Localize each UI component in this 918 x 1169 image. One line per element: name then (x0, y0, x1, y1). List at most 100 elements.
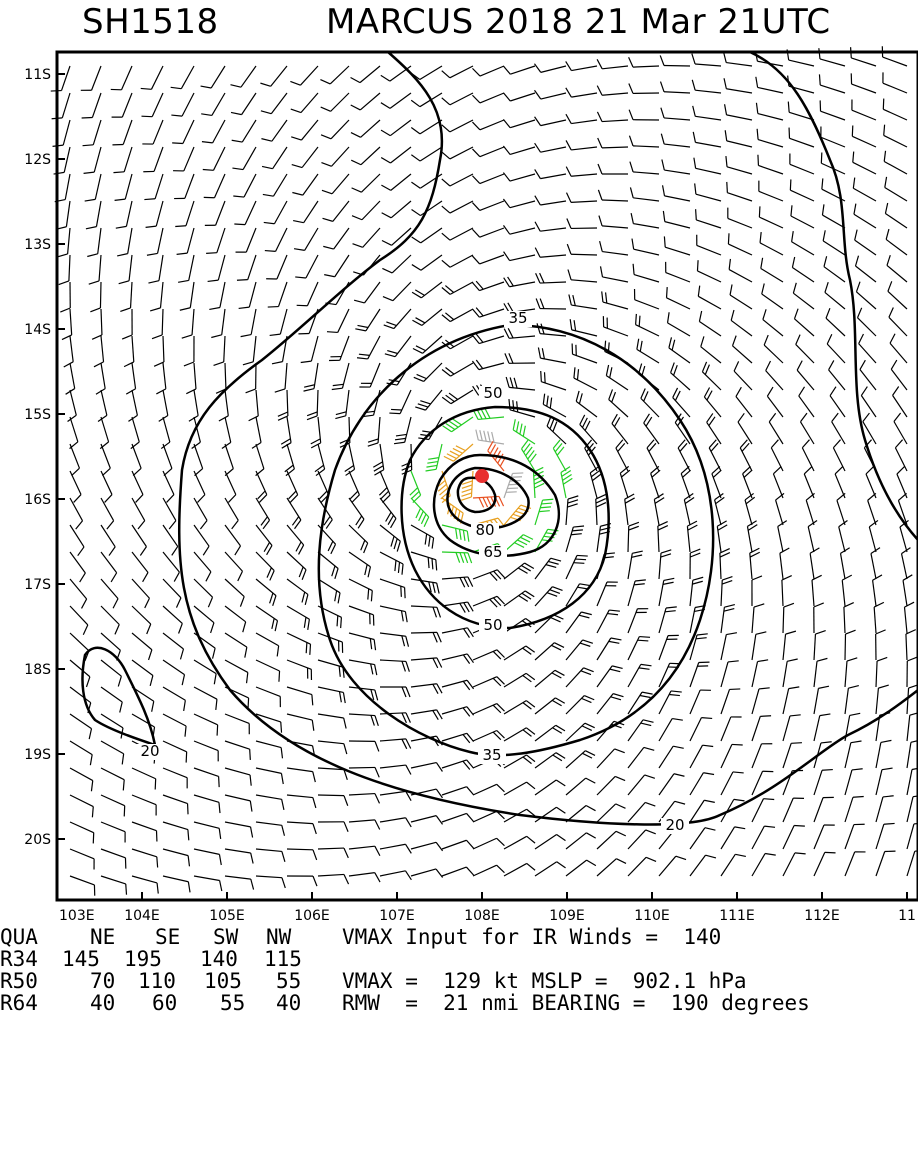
wind-barb (304, 363, 318, 391)
barb-feather (663, 582, 674, 584)
wind-barb (543, 394, 566, 417)
wind-barb (159, 390, 168, 421)
barb-feather (291, 137, 301, 140)
wind-barb (442, 390, 473, 404)
wind-barb (287, 687, 313, 705)
barb-shaft (769, 422, 783, 444)
wind-barb (182, 309, 194, 338)
wind-barb (194, 633, 215, 659)
barb-feather (145, 598, 150, 608)
barb-shaft (780, 553, 783, 579)
barb-feather (273, 596, 276, 606)
barb-feather (89, 729, 91, 740)
barb-feather (85, 199, 96, 201)
barb-feather (412, 237, 421, 243)
wind-barb (503, 93, 535, 101)
wind-barb (825, 282, 845, 309)
barb-feather (394, 442, 405, 443)
barb-feather (397, 541, 400, 551)
barb-feather (640, 341, 642, 352)
wind-barb (690, 662, 709, 687)
wind-barb (897, 466, 907, 498)
barb-feather (897, 466, 905, 474)
barb-shaft (380, 791, 406, 795)
wind-barb (659, 719, 683, 741)
barb-feather (371, 715, 374, 725)
barb-feather (661, 554, 671, 557)
wind-barb (726, 156, 752, 174)
barb-shaft (783, 853, 795, 876)
barb-shaft (597, 831, 616, 849)
barb-feather (323, 246, 333, 249)
wind-barb (597, 86, 628, 96)
barb-feather (416, 346, 426, 351)
barb-feather (523, 535, 533, 540)
barb-feather (645, 802, 655, 806)
wind-barb (602, 291, 628, 309)
wind-barb (845, 741, 862, 768)
wind-barb (359, 363, 380, 387)
y-tick-label: 19S (24, 747, 51, 763)
barb-feather (637, 339, 639, 350)
barb-shaft (349, 767, 375, 768)
wind-barb (256, 471, 267, 502)
wind-barb (120, 282, 132, 311)
wind-barb (628, 551, 643, 579)
barb-shaft (163, 633, 183, 649)
wind-barb (635, 289, 659, 309)
barb-shaft (318, 848, 344, 849)
wind-barb (194, 768, 219, 787)
wind-barb (412, 255, 442, 270)
barb-feather (295, 277, 306, 278)
barb-shaft (790, 190, 814, 201)
barb-feather (149, 650, 152, 660)
barb-shaft (827, 344, 845, 363)
barb-shaft (132, 471, 143, 495)
wind-barb (291, 120, 318, 140)
barb-feather (580, 415, 585, 425)
barb-feather (220, 881, 222, 892)
barb-feather (304, 389, 314, 391)
barb-feather (480, 430, 482, 440)
barb-shaft (243, 147, 256, 170)
wind-barb (70, 579, 87, 608)
barb-shaft (287, 822, 313, 824)
wind-barb (535, 698, 565, 714)
barb-shaft (272, 120, 287, 141)
wind-barb (70, 444, 79, 476)
wind-barb (566, 751, 595, 768)
barb-feather (535, 143, 541, 152)
barb-shaft (726, 63, 752, 66)
barb-feather (343, 692, 345, 703)
wind-barb (799, 387, 814, 417)
wind-barb (907, 850, 918, 876)
barb-feather (281, 773, 283, 784)
barb-feather (281, 722, 282, 733)
barb-feather (586, 805, 595, 810)
barb-shaft (752, 689, 759, 714)
barb-shaft (246, 228, 256, 252)
barb-shaft (225, 579, 244, 597)
barb-shaft (602, 200, 628, 201)
wind-barb (231, 93, 256, 115)
barb-feather (406, 661, 409, 671)
barb-shaft (280, 309, 287, 334)
barb-feather (534, 90, 540, 99)
barb-feather (858, 308, 862, 318)
wind-barb (206, 228, 225, 253)
wind-barb (473, 596, 505, 607)
wind-barb (776, 493, 784, 525)
barb-feather (313, 798, 316, 808)
barb-shaft (876, 852, 885, 876)
barb-shaft (628, 747, 644, 768)
barb-feather (616, 859, 626, 864)
header-qua: QUA (0, 926, 38, 948)
barb-feather (546, 565, 556, 568)
barb-feather (203, 546, 209, 555)
barb-feather (703, 773, 714, 775)
wind-barb (175, 201, 194, 226)
wind-barb (535, 117, 566, 126)
barb-shaft (821, 111, 845, 120)
wind-barb (381, 174, 411, 190)
wind-barb (287, 606, 309, 630)
